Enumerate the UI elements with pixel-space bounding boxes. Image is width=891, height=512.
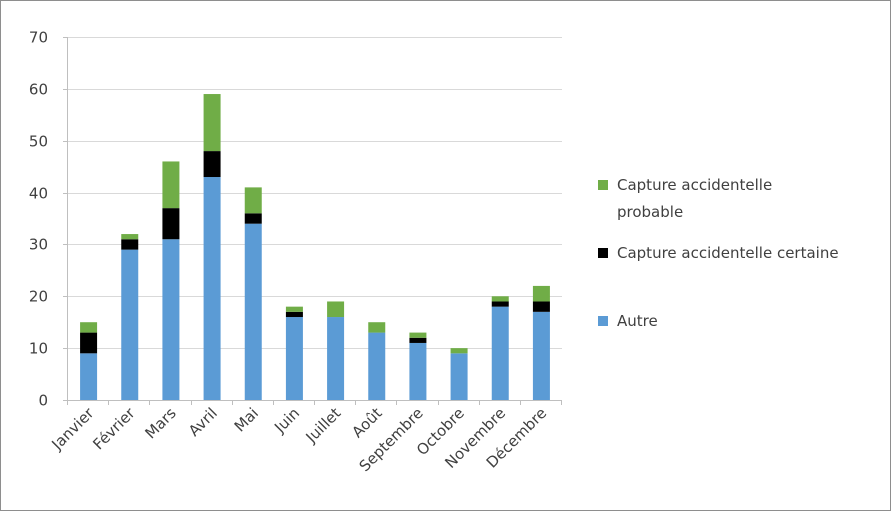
bar-segment (491, 306, 509, 400)
y-tick-label: 0 (38, 392, 48, 410)
x-category-label: Juin (270, 404, 303, 437)
bar-segment (409, 337, 427, 343)
bar-segment (409, 342, 427, 400)
bar-segment (203, 151, 221, 178)
y-tick-labels: 0 10 20 30 40 50 60 70 (29, 29, 48, 410)
bar-segment (285, 317, 303, 400)
bar-segment (327, 301, 345, 318)
x-category-label: Mai (231, 404, 262, 435)
y-tick-label: 60 (29, 81, 48, 99)
bar-segment (80, 353, 98, 400)
bar-segment (491, 301, 509, 307)
bar-segment (368, 322, 386, 333)
bar-segment (80, 322, 98, 333)
legend: Capture accidentelle probable Capture acci… (598, 176, 839, 330)
bar-segment (162, 208, 180, 240)
bar-segment (244, 187, 262, 214)
legend-swatch (598, 248, 608, 258)
bar-segment (409, 332, 427, 338)
legend-swatch (598, 180, 608, 190)
bars (80, 94, 550, 400)
bar-segment (203, 94, 221, 152)
legend-label: probable (617, 203, 683, 221)
bar-segment (450, 348, 468, 354)
bar-segment (532, 311, 550, 400)
y-tick-label: 10 (29, 340, 48, 358)
bar-segment (285, 306, 303, 312)
bar-segment (450, 353, 468, 400)
bar-segment (121, 234, 139, 240)
x-category-label: Août (348, 404, 385, 441)
gridlines (68, 37, 562, 349)
bar-segment (532, 301, 550, 312)
bar-segment (327, 317, 345, 400)
x-category-label: Janvier (48, 404, 98, 454)
legend-label: Capture accidentelle certaine (617, 244, 839, 262)
y-tick-label: 50 (29, 133, 48, 151)
bar-segment (491, 296, 509, 302)
legend-swatch (598, 316, 608, 326)
bar-segment (121, 249, 139, 400)
bar-segment (244, 213, 262, 224)
x-category-label: Avril (185, 404, 221, 440)
x-category-label: Juillet (302, 404, 345, 447)
y-tick-label: 40 (29, 185, 48, 203)
bar-segment (203, 177, 221, 400)
bar-segment (121, 239, 139, 250)
bar-segment (368, 332, 386, 400)
legend-label: Autre (617, 312, 658, 330)
x-category-label: Mars (141, 404, 179, 442)
y-tick-label: 30 (29, 236, 48, 254)
bar-segment (80, 332, 98, 354)
x-category-label: Février (89, 404, 139, 454)
legend-label: Capture accidentelle (617, 176, 772, 194)
bar-segment (162, 239, 180, 400)
axes (63, 37, 562, 405)
y-tick-label: 20 (29, 288, 48, 306)
bar-segment (244, 223, 262, 400)
bar-segment (532, 285, 550, 302)
bar-segment (285, 311, 303, 318)
y-tick-label: 70 (29, 29, 48, 47)
bar-segment (162, 161, 180, 209)
